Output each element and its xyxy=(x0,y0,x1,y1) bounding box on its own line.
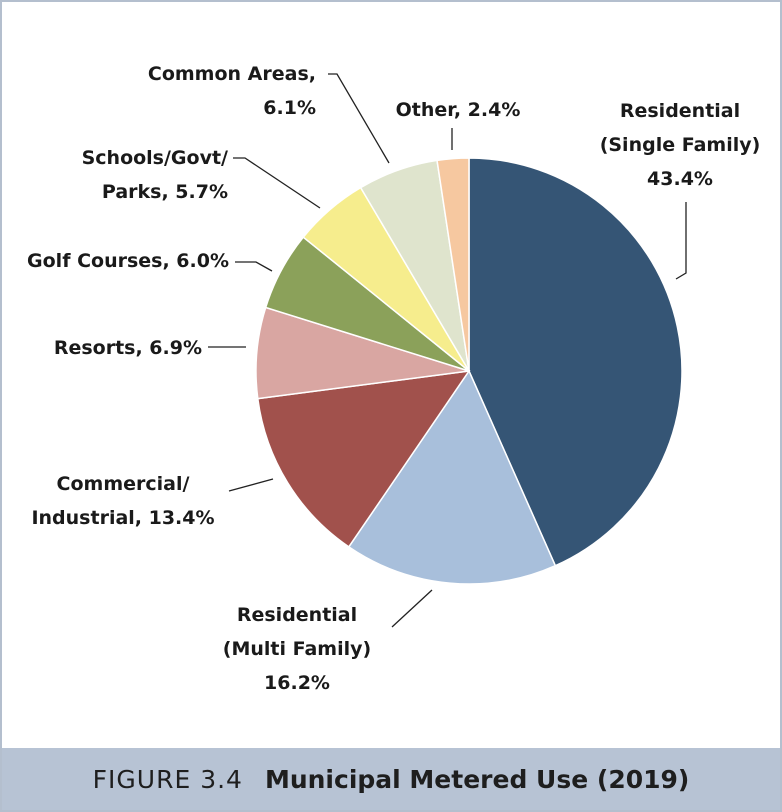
leader-line-0 xyxy=(675,202,687,280)
slice-labels: Residential (Single Family) 43.4%Residenti… xyxy=(27,63,760,694)
slice-label-line: 6.1% xyxy=(263,97,316,119)
slice-label-line: (Single Family) xyxy=(600,134,761,156)
slice-label-line: 43.4% xyxy=(647,168,713,190)
slice-label-4: Golf Courses, 6.0% xyxy=(27,250,229,272)
leader-line-1 xyxy=(391,589,433,628)
slice-label-2: Commercial/Industrial, 13.4% xyxy=(31,473,214,529)
slice-label-line: Industrial, 13.4% xyxy=(31,507,214,529)
slice-label-0: Residential (Single Family) 43.4% xyxy=(600,100,761,190)
pie-slice-1 xyxy=(347,369,557,585)
slice-label-line: 16.2% xyxy=(264,672,330,694)
leader-line-4 xyxy=(235,261,273,272)
slice-label-line: Schools/Govt/ xyxy=(82,147,228,169)
slice-label-5: Schools/Govt/Parks, 5.7% xyxy=(82,147,228,203)
leader-line-2 xyxy=(228,478,274,492)
leader-lines xyxy=(208,73,687,628)
slice-label-line: Residential xyxy=(237,604,357,626)
slice-label-line: Golf Courses, 6.0% xyxy=(27,250,229,272)
pie-slices xyxy=(255,157,683,585)
figure-caption: FIGURE 3.4 Municipal Metered Use (2019) xyxy=(2,748,780,810)
figure-title: Municipal Metered Use (2019) xyxy=(264,764,690,794)
slice-label-3: Resorts, 6.9% xyxy=(54,337,202,359)
leader-line-5 xyxy=(233,157,321,209)
slice-label-line: Other, 2.4% xyxy=(396,99,521,121)
pie-slice-2 xyxy=(256,370,471,548)
slice-label-line: Residential xyxy=(620,100,740,122)
pie-slice-0 xyxy=(468,157,683,567)
slice-label-7: Other, 2.4% xyxy=(396,99,521,121)
pie-slice-7 xyxy=(436,157,470,372)
figure-number: FIGURE 3.4 xyxy=(92,764,243,794)
leader-line-6 xyxy=(328,73,390,164)
slice-label-line: Commercial/ xyxy=(57,473,190,495)
slice-label-1: Residential (Multi Family) 16.2% xyxy=(223,604,371,694)
slice-label-6: Common Areas, 6.1% xyxy=(148,63,316,119)
slice-label-line: Parks, 5.7% xyxy=(102,181,228,203)
slice-label-line: (Multi Family) xyxy=(223,638,371,660)
slice-label-line: Resorts, 6.9% xyxy=(54,337,202,359)
slice-label-line: Common Areas, xyxy=(148,63,316,85)
